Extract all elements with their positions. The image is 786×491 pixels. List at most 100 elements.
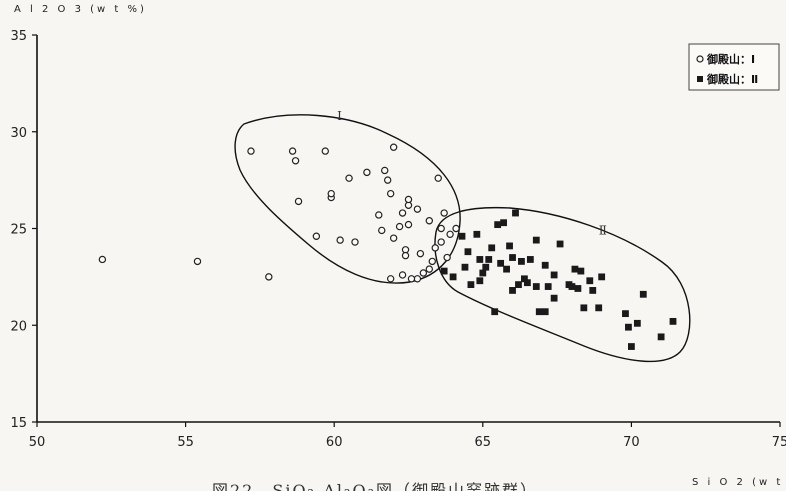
- series-2-point: [580, 304, 588, 312]
- series-2-point: [449, 273, 457, 281]
- series-2-point: [574, 285, 582, 292]
- series-2-point: [512, 209, 519, 217]
- series-1-point: [404, 220, 413, 229]
- series-1-point: [431, 244, 439, 252]
- legend-label-2: 御殿山：Ⅱ: [706, 72, 758, 86]
- x-tick-label: 65: [475, 435, 492, 450]
- series-1-points: [98, 143, 460, 283]
- y-tick-label: 25: [10, 223, 27, 238]
- legend-label-1: 御殿山：Ⅰ: [706, 52, 755, 66]
- series-2-point: [440, 267, 448, 275]
- series-2-point: [657, 333, 665, 341]
- y-tick-label: 30: [10, 126, 27, 141]
- series-1-point: [288, 147, 297, 155]
- group-2-envelope: [434, 206, 691, 363]
- y-ticks: 15 20 25 30 35: [10, 29, 37, 431]
- series-1-point: [443, 253, 451, 262]
- x-tick-label: 70: [623, 435, 640, 450]
- series-1-point: [386, 275, 395, 283]
- series-2-point: [550, 294, 558, 302]
- series-2-point: [473, 230, 481, 238]
- series-1-point: [193, 257, 202, 266]
- series-2-point: [458, 232, 466, 240]
- series-2-point: [523, 279, 531, 287]
- series-2-point: [509, 287, 516, 294]
- series-1-point: [363, 168, 371, 177]
- series-1-point: [312, 232, 321, 240]
- group-envelopes: [234, 114, 691, 363]
- series-2-point: [464, 248, 472, 256]
- series-2-point: [500, 219, 508, 227]
- series-1-point: [247, 147, 255, 155]
- series-1-point: [401, 251, 410, 260]
- series-2-point: [491, 308, 499, 316]
- y-tick-label: 15: [10, 416, 27, 431]
- series-2-point: [521, 275, 528, 283]
- series-2-point: [526, 256, 534, 263]
- series-2-point: [485, 256, 493, 263]
- y-tick-label: 35: [10, 29, 27, 44]
- series-2-points: [440, 209, 677, 350]
- series-1-point: [419, 269, 428, 277]
- series-2-point: [467, 281, 475, 289]
- series-1-point: [345, 174, 353, 182]
- series-1-point: [336, 236, 344, 244]
- series-1-point: [375, 211, 383, 219]
- legend-marker-2: [697, 76, 703, 82]
- series-1-point: [425, 265, 434, 273]
- series-1-point: [416, 249, 425, 258]
- figure-caption: 図22 SiO₂-Al₂O₃図（御殿山窯跡群）: [212, 481, 538, 491]
- series-1-point: [395, 222, 404, 231]
- series-2-point: [571, 265, 579, 273]
- series-2-point: [589, 287, 597, 294]
- series-1-point: [398, 271, 407, 279]
- x-tick-label: 55: [177, 435, 194, 450]
- series-1-point: [291, 157, 300, 165]
- series-2-point: [461, 263, 469, 271]
- series-1-point: [446, 230, 454, 239]
- series-2-point: [503, 265, 510, 273]
- series-1-point: [381, 166, 389, 175]
- series-2-point: [506, 242, 513, 250]
- series-1-point: [98, 255, 107, 264]
- group-1-envelope: [234, 114, 461, 284]
- x-ticks: 50 55 60 65 70 75: [29, 422, 786, 450]
- series-2-point: [515, 281, 522, 289]
- series-2-point: [633, 319, 641, 327]
- series-2-point: [669, 317, 677, 325]
- series-1-point: [321, 147, 329, 155]
- series-1-point: [437, 224, 445, 233]
- series-2-point: [488, 244, 496, 252]
- series-1-point: [389, 234, 398, 242]
- series-2-point: [476, 256, 484, 263]
- legend-box: [688, 43, 780, 91]
- x-axis-title: S i O 2 (w t %): [692, 477, 786, 488]
- series-2-point: [479, 269, 487, 277]
- series-1-point: [413, 205, 422, 213]
- series-2-point: [544, 283, 552, 290]
- series-2-point: [535, 308, 543, 316]
- series-2-point: [482, 263, 490, 271]
- series-2-point: [568, 283, 576, 290]
- series-1-point: [265, 273, 273, 281]
- series-2-point: [628, 343, 635, 350]
- series-1-point: [398, 209, 407, 217]
- series-2-point: [622, 310, 629, 318]
- y-axis-title: A l 2 O 3 (w t %): [14, 4, 147, 15]
- series-2-point: [541, 308, 549, 316]
- series-1-point: [434, 174, 442, 182]
- series-1-point: [413, 275, 422, 283]
- series-1-point: [437, 238, 445, 246]
- x-tick-label: 75: [772, 435, 786, 450]
- series-2-point: [532, 236, 540, 244]
- series-2-point: [509, 254, 516, 261]
- series-1-point: [425, 217, 434, 225]
- series-1-point: [428, 257, 436, 266]
- series-1-point: [389, 143, 398, 151]
- series-2-point: [556, 240, 564, 248]
- series-1-point: [407, 275, 416, 283]
- series-2-point: [550, 271, 558, 279]
- x-tick-label: 50: [29, 435, 46, 450]
- series-2-point: [532, 283, 540, 290]
- series-1-point: [440, 209, 448, 217]
